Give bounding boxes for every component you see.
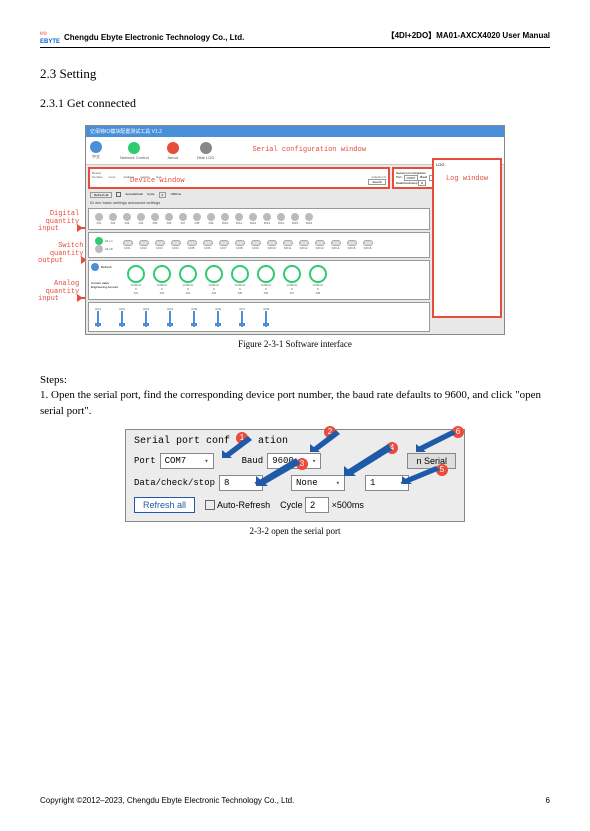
step-1: 1. Open the serial port, find the corres… [40,388,550,419]
serial-config-figure: Serial port confation Port COM7▾ Baud 96… [125,429,465,522]
di-indicator: DI7 [179,213,187,225]
page-header: ((•))EBYTE Chengdu Ebyte Electronic Tech… [40,30,550,48]
ao-slider[interactable]: AO5 [191,307,197,327]
ai-gauge: 0.00mA0AI7 [283,265,301,295]
di-side-label: Digital quantity input [38,211,79,234]
ai-gauge: 0.00mA0AI6 [257,265,275,295]
refresh-all-button[interactable]: Refresh all [134,497,195,513]
di-indicator: DI4 [137,213,145,225]
do-switch[interactable]: DO5 [187,240,197,250]
titlebar: 亿佰特IO模块配置测试工具 V1.2 [86,126,504,137]
ai-gauge: 0.00mA0AI8 [309,265,327,295]
di-indicator: DI6 [165,213,173,225]
scf-title: Serial port confation [134,436,456,447]
ai-gauge: 0.00mA0AI5 [231,265,249,295]
do-switch[interactable]: DO6 [203,240,213,250]
do-switch[interactable]: DO16 [363,240,373,250]
section-heading: 2.3 Setting [40,66,550,82]
di-indicator: DI16 [305,213,313,225]
arrow-3 [256,458,300,486]
page-number: 6 [546,796,550,805]
toolbar-hidelog[interactable]: Hide LOG [197,142,215,160]
toolbar-network[interactable]: Network Control [120,142,149,160]
subsection-heading: 2.3.1 Get connected [40,96,550,111]
di-indicator: DI8 [193,213,201,225]
ao-slider[interactable]: AO2 [119,307,125,327]
serial-conf-callout: Serial configuration window [252,147,365,154]
arrow-1 [222,436,252,458]
ai-side-label: Analog quantity input [38,281,79,304]
do-switch[interactable]: DO15 [347,240,357,250]
di-indicator: DI12 [249,213,257,225]
figure1-caption: Figure 2-3-1 Software interface [40,339,550,349]
ao-slider[interactable]: AO7 [239,307,245,327]
logo: ((•))EBYTE [40,30,60,45]
do-switch[interactable]: DO11 [283,240,293,250]
log-label: Log window [436,175,498,183]
ai-gauge: 0.00mA0AI1 [127,265,145,295]
do-panel: All on All off DO1DO2DO3DO4DO5DO6DO7DO8D… [88,232,430,258]
steps-title: Steps: [40,373,550,388]
dcs-label: Data/check/stop [134,478,215,488]
doc-title: 【4DI+2DO】MA01-AXCX4020 User Manual [387,30,550,45]
page-footer: Copyright ©2012–2023, Chengdu Ebyte Elec… [40,796,550,805]
do-switch[interactable]: DO8 [235,240,245,250]
di-indicator: DI3 [123,213,131,225]
arrow-4 [344,444,392,476]
arrow-6 [416,430,456,452]
arrow-2 [310,430,340,452]
do-switch[interactable]: DO7 [219,240,229,250]
device-window: Device Numbermod…addressversionHua… sele… [88,167,390,189]
steps-block: Steps: 1. Open the serial port, find the… [40,373,550,419]
software-screenshot: 亿佰特IO模块配置测试工具 V1.2 中文 Network Control Ab… [85,125,505,335]
di-indicator: DI15 [291,213,299,225]
ao-panel: AO1 AO2 AO3 AO4 AO5 AO6 AO7 AO8 [88,302,430,332]
do-side-label: Switch quantity output [38,243,83,266]
di-indicator: DI10 [221,213,229,225]
di-indicator: DI13 [263,213,271,225]
device-label: Device window [130,177,185,185]
do-switch[interactable]: DO1 [123,240,133,250]
cycle-input[interactable]: 2 [305,497,329,513]
di-indicator: DI11 [235,213,243,225]
all-on-button[interactable] [95,237,103,245]
ao-slider[interactable]: AO1 [95,307,101,327]
refresh-all-button[interactable]: Refresh all [90,192,112,198]
di-indicator: DI5 [151,213,159,225]
ai-gauge: 0.00mA0AI4 [205,265,223,295]
do-switch[interactable]: DO13 [315,240,325,250]
ai-gauge: 0.00mA0AI3 [179,265,197,295]
do-switch[interactable]: DO10 [267,240,277,250]
do-switch[interactable]: DO14 [331,240,341,250]
ao-slider[interactable]: AO8 [263,307,269,327]
all-off-button[interactable] [95,245,103,253]
do-switch[interactable]: DO4 [171,240,181,250]
port-select[interactable]: COM7▾ [160,453,214,469]
do-switch[interactable]: DO3 [155,240,165,250]
log-window: LOG Log window [432,158,502,318]
di-indicator: DI9 [207,213,215,225]
refresh-ai-button[interactable] [91,263,99,271]
arrow-5 [402,466,440,484]
di-indicator: DI2 [109,213,117,225]
di-indicator: DI14 [277,213,285,225]
di-panel: DI1 DI2 DI3 DI4 DI5 DI6 DI7 DI8 DI9 DI10 DI11 DI12 D… [88,208,430,230]
toolbar-about[interactable]: About [167,142,179,160]
do-switch[interactable]: DO12 [299,240,309,250]
ai-panel: Refresh Current value: Engineering Amoun… [88,260,430,300]
toolbar-lang[interactable]: 中文 [90,141,102,160]
do-switch[interactable]: DO2 [139,240,149,250]
ao-slider[interactable]: AO4 [167,307,173,327]
port-label: Port [134,456,156,466]
company-name: Chengdu Ebyte Electronic Technology Co.,… [64,33,244,42]
figure2-caption: 2-3-2 open the serial port [40,526,550,536]
do-switch[interactable]: DO9 [251,240,261,250]
search-button[interactable]: Search [368,179,386,185]
ai-gauge: 0.00mA0AI2 [153,265,171,295]
di-indicator: DI1 [95,213,103,225]
ao-slider[interactable]: AO6 [215,307,221,327]
ao-slider[interactable]: AO3 [143,307,149,327]
copyright: Copyright ©2012–2023, Chengdu Ebyte Elec… [40,796,294,805]
auto-refresh-checkbox[interactable] [205,500,215,510]
